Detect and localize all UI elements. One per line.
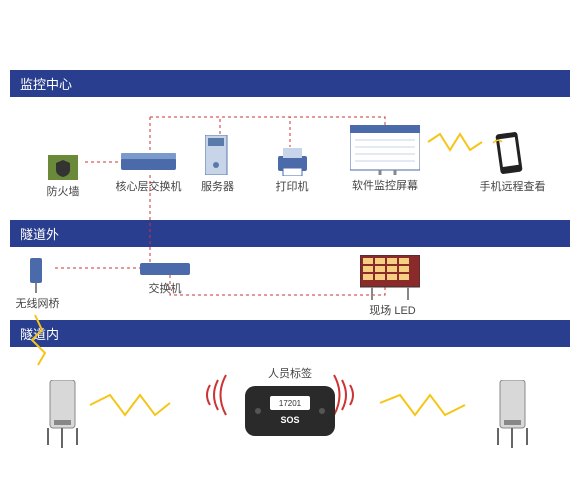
server-icon xyxy=(205,135,230,175)
monitor-icon xyxy=(350,125,420,175)
device-core-switch: 核心层交换机 xyxy=(121,153,176,178)
monitor-label: 软件监控屏幕 xyxy=(345,177,425,193)
device-tag: 人员标签 17201 SOS xyxy=(240,365,340,446)
core-switch-icon xyxy=(121,153,176,173)
device-led: 现场 LED xyxy=(360,255,420,305)
switch-icon xyxy=(140,260,190,278)
printer-icon xyxy=(275,148,310,176)
connections-mid xyxy=(10,175,570,320)
device-wireless-bridge: 无线网桥 xyxy=(25,258,50,298)
device-monitor-screen: 软件监控屏幕 xyxy=(350,125,420,180)
bridge-label: 无线网桥 xyxy=(10,295,65,311)
led-icon xyxy=(360,255,420,300)
tag-icon: 17201 SOS xyxy=(240,381,340,441)
printer-label: 打印机 xyxy=(272,178,312,194)
bridge-icon xyxy=(25,258,50,293)
device-printer: 打印机 xyxy=(275,148,310,181)
section-inside-tunnel: 隧道内 xyxy=(10,320,570,347)
tag-title: 人员标签 xyxy=(260,365,320,381)
device-reader-right xyxy=(490,380,535,455)
reader-right-icon xyxy=(490,380,535,450)
section-monitoring-center: 监控中心 xyxy=(10,70,570,97)
reader-left-icon xyxy=(40,380,85,450)
phone-label: 手机远程查看 xyxy=(475,178,550,194)
firewall-icon xyxy=(48,155,78,180)
phone-icon xyxy=(490,128,530,178)
tag-sos: SOS xyxy=(280,415,299,425)
device-reader-left xyxy=(40,380,85,455)
server-label: 服务器 xyxy=(195,178,240,194)
device-phone: 手机远程查看 xyxy=(490,128,530,183)
led-label: 现场 LED xyxy=(365,302,420,318)
device-server: 服务器 xyxy=(205,135,230,180)
firewall-label: 防火墙 xyxy=(43,183,83,199)
device-switch: 交换机 xyxy=(140,260,190,283)
tag-num: 17201 xyxy=(279,399,302,408)
section-outside-tunnel: 隧道外 xyxy=(10,220,570,247)
device-firewall: 防火墙 xyxy=(48,155,78,185)
core-switch-label: 核心层交换机 xyxy=(111,178,186,194)
switch-label: 交换机 xyxy=(145,280,185,296)
